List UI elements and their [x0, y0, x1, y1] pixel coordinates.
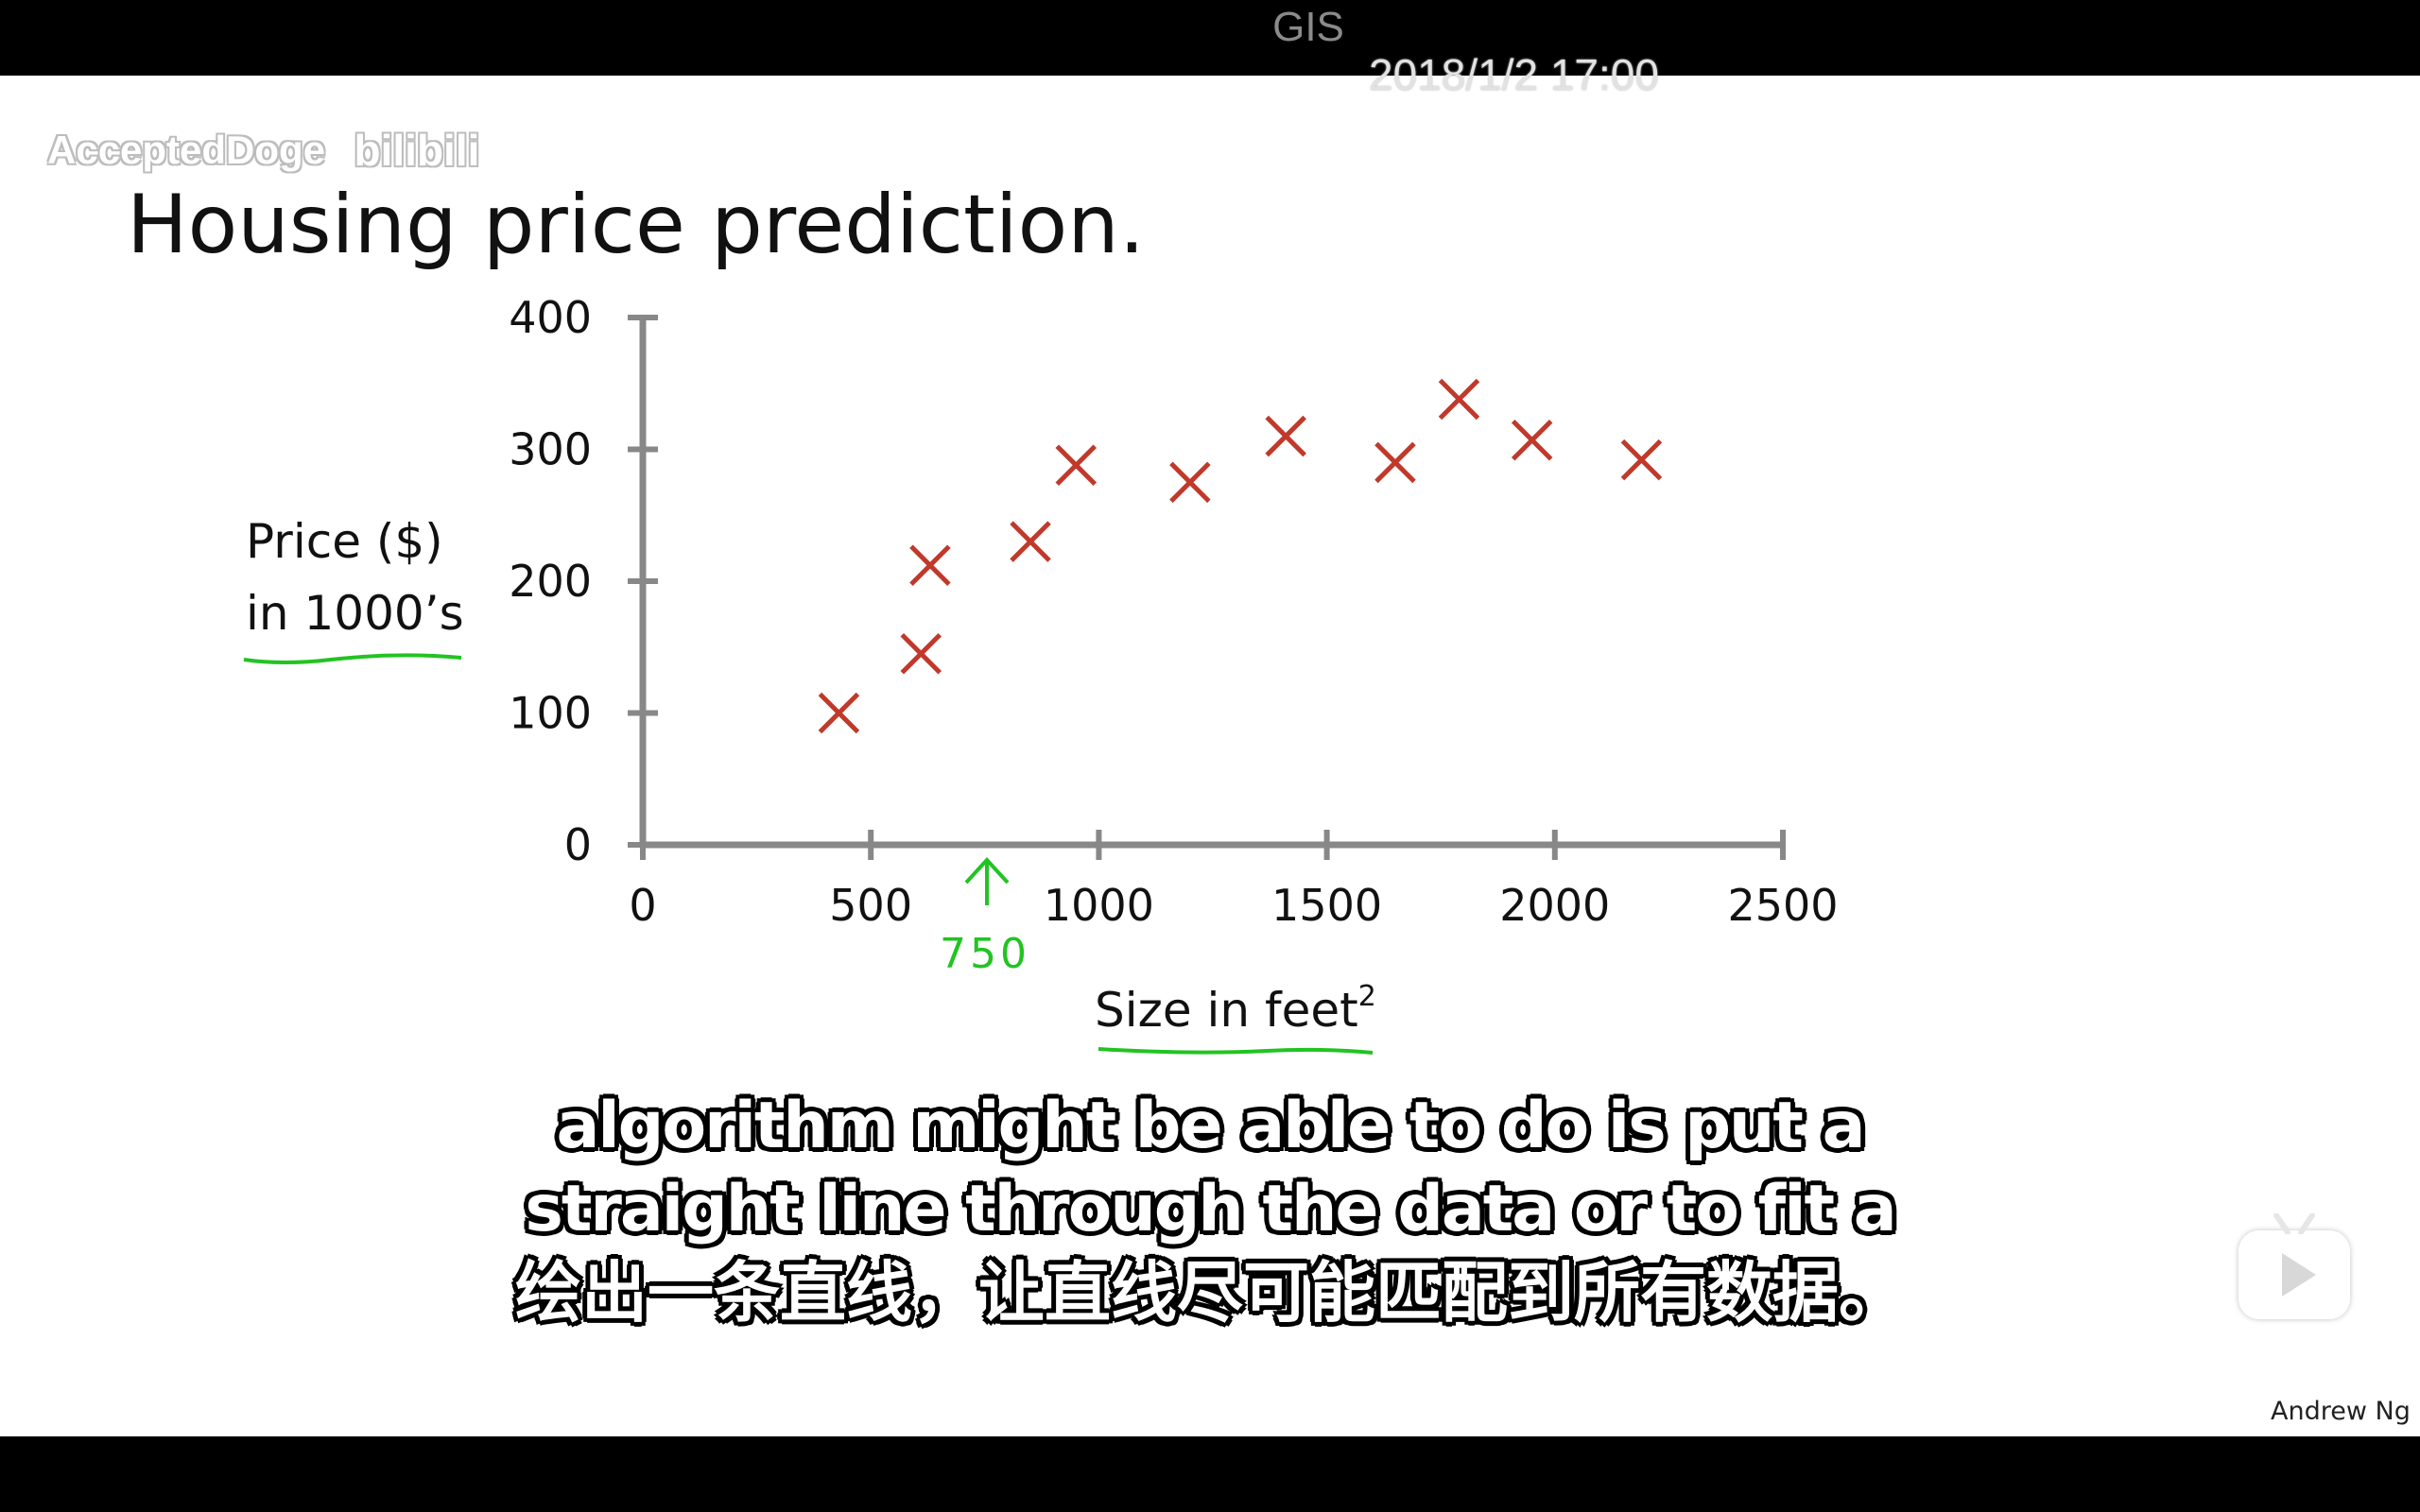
- chart-ticks: 0 500 1000 1500 2000 2500 0 100 200 300 400: [509, 292, 1838, 931]
- chart-axes: [639, 318, 1783, 849]
- x-tick-label: 500: [829, 880, 912, 931]
- data-point-stroke: [1511, 419, 1553, 461]
- data-point: [1620, 438, 1663, 481]
- annotation-label: 750: [940, 930, 1030, 978]
- data-point: [1010, 521, 1051, 562]
- title-bar: GIS: [0, 0, 2420, 76]
- bottom-bar: [0, 1436, 2420, 1512]
- data-point-stroke: [1374, 441, 1416, 484]
- y-axis-label-line2: in 1000’s: [246, 586, 464, 641]
- data-point-stroke: [1620, 438, 1663, 481]
- subtitles: algorithm might be able to do is put a s…: [0, 1085, 2420, 1334]
- bilibili-logo: bilibili: [354, 126, 480, 175]
- y-tick-label: 400: [509, 292, 592, 343]
- data-point-stroke: [818, 692, 860, 734]
- x-tick-label: 1000: [1044, 880, 1154, 931]
- window-title: GIS: [1272, 4, 1344, 50]
- x-axis-label: Size in feet2: [1095, 980, 1376, 1038]
- chart-points: [818, 378, 1663, 734]
- data-point-stroke: [1010, 521, 1051, 562]
- y-tick-label: 100: [509, 688, 592, 739]
- data-point-stroke: [1265, 415, 1306, 457]
- annotation-arrow-head: [964, 857, 1010, 885]
- x-axis-label-superscript: 2: [1358, 980, 1376, 1013]
- data-point: [1511, 419, 1553, 461]
- data-point: [1438, 378, 1480, 421]
- annotation-arrow: [964, 857, 1010, 905]
- data-point: [900, 632, 942, 675]
- data-point: [818, 692, 860, 734]
- data-point: [1055, 444, 1098, 487]
- slide-author: Andrew Ng: [2271, 1397, 2411, 1426]
- data-point-stroke: [1169, 461, 1211, 504]
- video-frame[interactable]: [0, 76, 2420, 1436]
- x-tick-label: 2000: [1499, 880, 1610, 931]
- x-tick-label: 0: [629, 880, 656, 931]
- y-axis-label-line1: Price ($): [246, 514, 443, 569]
- data-point: [1265, 415, 1306, 457]
- subtitle-line-2: straight line through the data or to fit…: [525, 1172, 1896, 1246]
- data-point-stroke: [900, 632, 942, 675]
- y-tick-label: 200: [509, 556, 592, 607]
- watermark: AcceptedDoge bilibili: [47, 125, 479, 185]
- y-tick-label: 0: [564, 819, 592, 870]
- slide-title: Housing price prediction.: [127, 178, 1146, 272]
- subtitle-line-1: algorithm might be able to do is put a: [556, 1089, 1865, 1163]
- data-point-stroke: [1055, 444, 1098, 487]
- y-tick-label: 300: [509, 424, 592, 475]
- y-label-underline: [243, 653, 462, 664]
- data-point: [1374, 441, 1416, 484]
- timestamp-overlay: 2018/1/2 17:00: [1369, 50, 1659, 99]
- data-point: [1169, 461, 1211, 504]
- x-tick-label: 2500: [1727, 880, 1838, 931]
- play-button[interactable]: [2238, 1213, 2350, 1319]
- data-point-stroke: [1438, 378, 1480, 421]
- watermark-username: AcceptedDoge: [47, 128, 326, 172]
- data-point: [909, 544, 951, 587]
- data-point-stroke: [909, 544, 951, 587]
- play-icon: [2282, 1253, 2316, 1297]
- x-label-underline: [1098, 1047, 1374, 1055]
- tv-ears-icon: [2273, 1213, 2315, 1234]
- subtitle-line-3: 绘出一条直线，让直线尽可能匹配到所有数据。: [515, 1254, 1905, 1332]
- x-tick-label: 1500: [1271, 880, 1382, 931]
- x-axis-label-text: Size in feet: [1095, 983, 1358, 1038]
